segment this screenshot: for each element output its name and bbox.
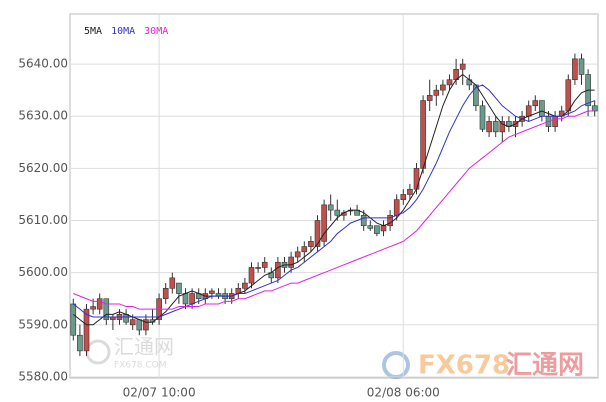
- candle-body: [539, 100, 545, 117]
- candle-body: [374, 225, 380, 234]
- candle-body: [301, 246, 308, 253]
- candle-body: [393, 199, 400, 216]
- candle-body: [275, 261, 281, 279]
- candle-body: [499, 121, 506, 133]
- logo: [382, 351, 410, 379]
- watermark-right: FX678 汇通网: [382, 351, 584, 381]
- candle-body: [103, 298, 110, 320]
- candle-body: [552, 115, 558, 127]
- legend-entry: 30MA: [144, 26, 168, 37]
- candle-body: [255, 267, 261, 269]
- candle-body: [360, 214, 367, 227]
- x-tick-label: 02/07 10:00: [123, 386, 196, 400]
- candle-body: [413, 168, 420, 190]
- y-tick-label: 5640.00: [18, 57, 68, 71]
- legend: 5MA 10MA 30MA: [84, 26, 168, 37]
- candle-body: [288, 256, 294, 268]
- y-tick-label: 5630.00: [18, 109, 68, 123]
- candle-body: [189, 293, 195, 305]
- candle-body: [486, 121, 492, 133]
- watermark-text: FX678.COM: [114, 361, 167, 371]
- candle-body: [327, 204, 334, 211]
- candle-body: [70, 303, 77, 336]
- watermark-left: 汇通网 FX678.COM: [85, 335, 174, 371]
- candle-body: [77, 334, 83, 352]
- candle-body: [565, 79, 572, 112]
- candle-body: [248, 267, 255, 284]
- candle-body: [426, 95, 433, 101]
- candle-body: [334, 209, 341, 216]
- candle-body: [380, 225, 387, 232]
- candle-body: [162, 288, 169, 300]
- watermark-text: FX678: [418, 351, 510, 381]
- candle-body: [420, 100, 426, 169]
- candle-body: [129, 319, 136, 326]
- candle-body: [242, 282, 248, 289]
- candle-body: [572, 58, 578, 81]
- logo: [85, 339, 111, 365]
- candle-body: [143, 319, 149, 331]
- candle-body: [433, 89, 440, 96]
- legend-entry: 5MA: [84, 26, 102, 37]
- watermark-text: 汇通网: [506, 351, 584, 381]
- y-tick-label: 5590.00: [18, 317, 68, 331]
- plot-frame: [69, 13, 599, 379]
- candle-body: [492, 121, 499, 133]
- y-tick-label: 5620.00: [18, 161, 68, 175]
- candle-body: [446, 79, 453, 86]
- candle-body: [176, 282, 182, 294]
- candle-body: [459, 63, 466, 70]
- candle-body: [591, 105, 598, 112]
- x-tick-label: 02/08 06:00: [367, 386, 440, 400]
- y-tick-label: 5610.00: [18, 213, 68, 227]
- candle-body: [308, 241, 314, 247]
- candle-body: [532, 100, 539, 107]
- ma-line: [73, 110, 595, 310]
- candle-body: [294, 251, 301, 258]
- candle-body: [578, 58, 585, 75]
- candle-body: [367, 225, 374, 229]
- candle-body: [261, 261, 268, 268]
- candle-body: [182, 293, 189, 305]
- legend-entry: 10MA: [111, 26, 135, 37]
- y-tick-label: 5580.00: [18, 369, 68, 383]
- ma-line: [72, 73, 595, 326]
- candle-body: [96, 298, 103, 310]
- candle-body: [83, 308, 90, 352]
- candle-body: [209, 290, 215, 294]
- candle-body: [90, 306, 96, 310]
- ma-line: [72, 84, 595, 318]
- candle-body: [525, 105, 532, 117]
- candle-body: [321, 204, 327, 242]
- candle-body: [407, 188, 413, 195]
- y-tick-label: 5600.00: [18, 265, 68, 279]
- candle-body: [400, 194, 407, 200]
- candle-body: [136, 319, 143, 331]
- candle-body: [314, 220, 321, 247]
- watermark-text: 汇通网: [114, 335, 174, 359]
- candle-body: [440, 84, 446, 91]
- candle-body: [479, 105, 486, 130]
- candle-body: [169, 277, 176, 289]
